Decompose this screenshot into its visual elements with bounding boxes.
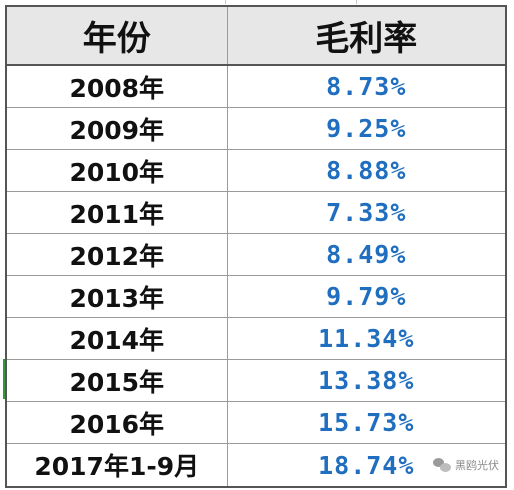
watermark: 黑鸥光伏: [430, 456, 502, 474]
year-cell[interactable]: 2011年: [5, 191, 228, 234]
wechat-icon: [433, 458, 451, 472]
margin-cell[interactable]: 8.73%: [226, 64, 507, 108]
table-row: 2015年 13.38%: [5, 359, 507, 402]
margin-cell[interactable]: 8.88%: [226, 149, 507, 192]
year-cell[interactable]: 2014年: [5, 317, 228, 360]
year-cell[interactable]: 2015年: [5, 359, 228, 402]
year-cell[interactable]: 2012年: [5, 233, 228, 276]
table-row: 2010年 8.88%: [5, 149, 507, 192]
margin-cell[interactable]: 11.34%: [226, 317, 507, 360]
margin-cell[interactable]: 9.79%: [226, 275, 507, 318]
year-cell[interactable]: 2008年: [5, 64, 228, 108]
year-cell[interactable]: 2017年1-9月: [5, 443, 228, 488]
margin-cell[interactable]: 9.25%: [226, 107, 507, 150]
column-marker: [356, 0, 357, 4]
header-year[interactable]: 年份: [5, 5, 228, 66]
table-row: 2013年 9.79%: [5, 275, 507, 318]
table-row: 2014年 11.34%: [5, 317, 507, 360]
margin-cell[interactable]: 7.33%: [226, 191, 507, 234]
year-cell[interactable]: 2013年: [5, 275, 228, 318]
watermark-text: 黑鸥光伏: [455, 459, 499, 472]
header-margin[interactable]: 毛利率: [226, 5, 507, 66]
year-cell[interactable]: 2009年: [5, 107, 228, 150]
table-row: 2008年 8.73%: [5, 64, 507, 108]
margin-cell[interactable]: 8.49%: [226, 233, 507, 276]
year-cell[interactable]: 2016年: [5, 401, 228, 444]
margin-cell[interactable]: 18.74%: [226, 443, 507, 488]
margin-cell[interactable]: 15.73%: [226, 401, 507, 444]
table-row: 2016年 15.73%: [5, 401, 507, 444]
table-row: 2012年 8.49%: [5, 233, 507, 276]
header-row: 年份 毛利率: [5, 5, 507, 66]
column-marker: [225, 0, 226, 4]
year-cell[interactable]: 2010年: [5, 149, 228, 192]
margin-cell[interactable]: 13.38%: [226, 359, 507, 402]
table-row: 2011年 7.33%: [5, 191, 507, 234]
table-row: 2017年1-9月 18.74%: [5, 443, 507, 488]
gross-margin-table: 年份 毛利率 2008年 8.73% 2009年 9.25% 2010年 8.8…: [5, 5, 507, 488]
active-row-marker: [3, 359, 5, 399]
table-row: 2009年 9.25%: [5, 107, 507, 150]
